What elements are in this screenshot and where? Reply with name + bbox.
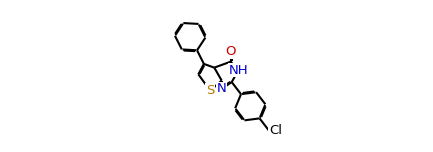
Text: N: N: [217, 82, 226, 95]
Text: S: S: [206, 84, 214, 97]
Text: Cl: Cl: [269, 124, 282, 137]
Text: NH: NH: [229, 64, 248, 77]
Text: O: O: [225, 45, 236, 58]
